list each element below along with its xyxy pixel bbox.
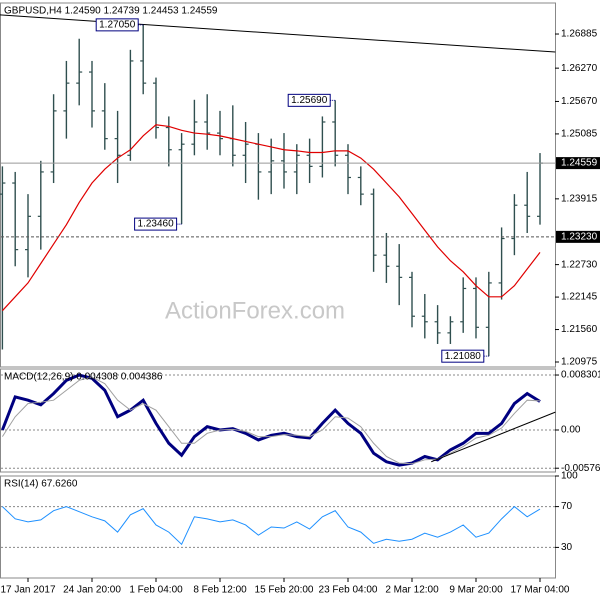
y-tick-label: -0.005768: [561, 463, 600, 474]
y-tick-label: 100: [561, 471, 578, 482]
panel-frame: [0, 368, 556, 473]
panel-title: MACD(12,26,9) 0.004308 0.004386: [4, 372, 163, 383]
y-tick-label: 30: [561, 542, 573, 553]
annotation-label: 1.25690: [291, 95, 328, 106]
y-tick-label: 1.25670: [561, 96, 598, 107]
y-tick-label: 1.22730: [561, 259, 598, 270]
annotation-label: 1.23460: [138, 219, 175, 230]
panel-frame: [0, 2, 556, 368]
trendline: [0, 14, 556, 53]
panel-title: GBPUSD,H4 1.24590 1.24739 1.24453 1.2455…: [4, 6, 218, 17]
price-tag-label: 1.24559: [561, 158, 598, 169]
watermark: ActionForex.com: [165, 297, 345, 324]
trendline: [431, 411, 556, 463]
annotation-box: [441, 349, 485, 363]
indicator-line: [1, 373, 541, 467]
annotation-label: 1.21080: [445, 351, 482, 362]
panel-frame: [0, 475, 556, 579]
moving-average: [1, 124, 541, 312]
indicator-line: [2, 505, 541, 546]
x-tick-label: 24 Jan 20:00: [63, 585, 121, 596]
annotation-box: [134, 217, 178, 231]
y-tick-label: 1.25085: [561, 129, 598, 140]
annotation-label: 1.27050: [99, 20, 136, 31]
x-tick-label: 15 Feb 20:00: [255, 585, 314, 596]
x-tick-label: 8 Feb 12:00: [193, 585, 247, 596]
y-tick-label: 70: [561, 501, 573, 512]
x-tick-label: 2 Mar 12:00: [385, 585, 439, 596]
price-tag: [556, 157, 600, 170]
x-tick-label: 9 Mar 20:00: [449, 585, 503, 596]
annotation-box: [95, 18, 139, 32]
price-tag: [556, 230, 600, 243]
panel-title: RSI(14) 67.6260: [4, 479, 78, 490]
x-tick-label: 23 Feb 04:00: [319, 585, 378, 596]
y-tick-label: 1.22145: [561, 292, 598, 303]
y-tick-label: 1.23915: [561, 193, 598, 204]
price-tag-label: 1.23230: [561, 232, 598, 243]
indicator-line: [1, 376, 541, 465]
y-tick-label: 0.00: [561, 425, 581, 436]
annotation-box: [287, 93, 331, 107]
y-tick-label: 0.008301: [561, 370, 600, 381]
x-tick-label: 17 Jan 2017: [0, 585, 55, 596]
y-tick-label: 1.21560: [561, 324, 598, 335]
y-tick-label: 1.20975: [561, 357, 598, 368]
x-tick-label: 17 Mar 04:00: [511, 585, 570, 596]
y-tick-label: 1.26885: [561, 29, 598, 40]
y-tick-label: 1.26270: [561, 63, 598, 74]
x-tick-label: 1 Feb 04:00: [129, 585, 183, 596]
